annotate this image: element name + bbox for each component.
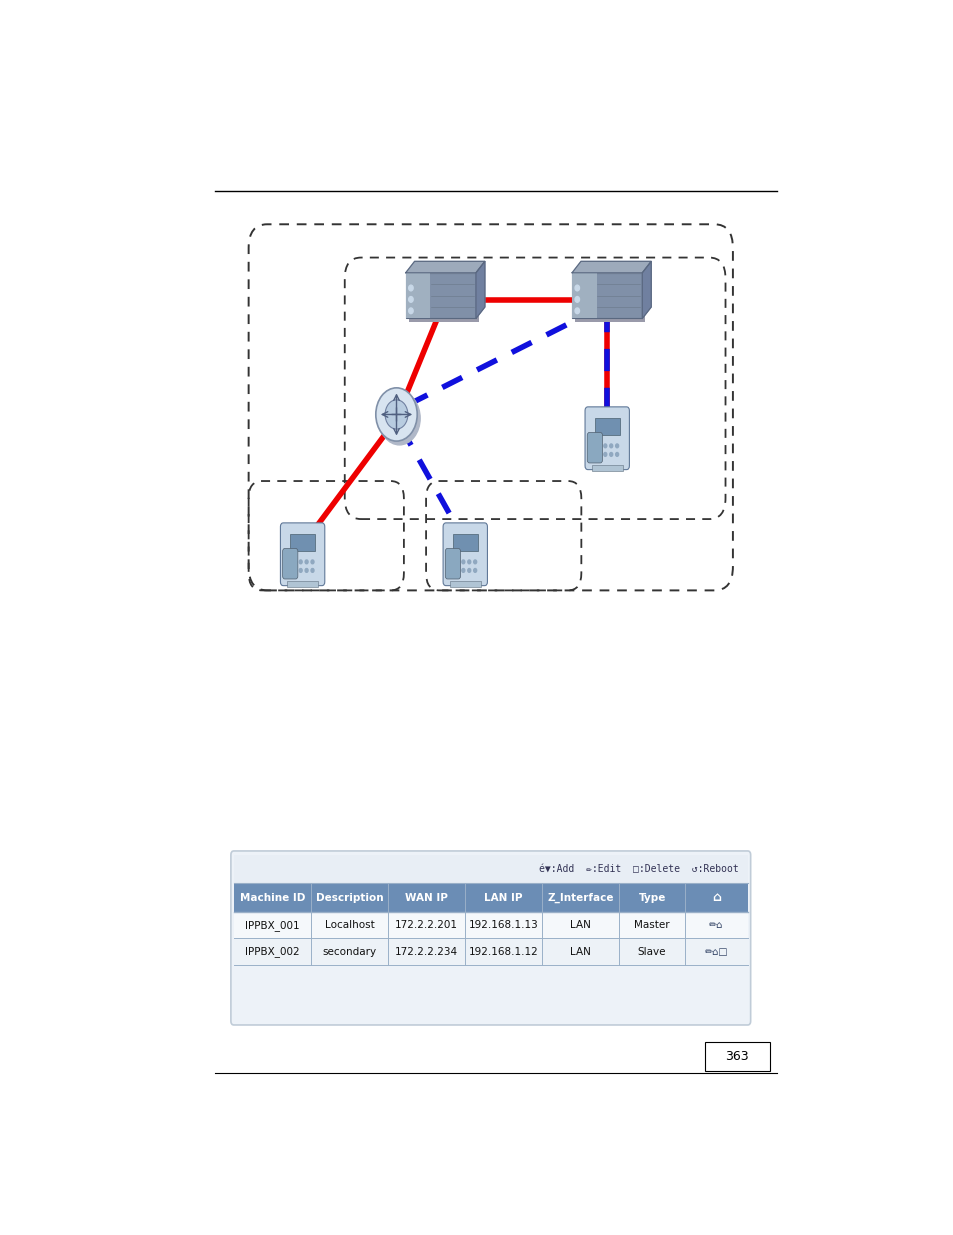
Bar [450, 580, 480, 587]
Bar [591, 464, 622, 471]
Circle shape [311, 559, 314, 563]
Bar [287, 580, 317, 587]
Text: 172.2.2.234: 172.2.2.234 [395, 947, 457, 957]
Text: IPPBX_001: IPPBX_001 [245, 920, 299, 931]
Text: IPPBX_002: IPPBX_002 [245, 946, 299, 957]
Text: 192.168.1.13: 192.168.1.13 [468, 920, 537, 930]
Circle shape [461, 568, 464, 572]
Circle shape [575, 285, 578, 291]
Bar [594, 417, 619, 436]
Bar [233, 911, 747, 939]
Circle shape [615, 452, 618, 456]
Polygon shape [405, 262, 484, 273]
Circle shape [385, 400, 408, 429]
Text: LAN IP: LAN IP [484, 893, 522, 903]
Circle shape [461, 559, 464, 563]
Circle shape [408, 308, 413, 314]
Circle shape [375, 388, 416, 441]
Text: Z_Interface: Z_Interface [547, 893, 614, 903]
Circle shape [609, 443, 612, 448]
Text: ✏⌂□: ✏⌂□ [703, 947, 727, 957]
Bar [453, 534, 477, 552]
Bar [290, 534, 314, 552]
Text: é▼:Add  ✏:Edit  □:Delete  ↺:Reboot: é▼:Add ✏:Edit □:Delete ↺:Reboot [538, 864, 738, 874]
Circle shape [609, 452, 612, 456]
FancyBboxPatch shape [280, 522, 324, 585]
Text: Master: Master [634, 920, 669, 930]
Polygon shape [641, 262, 651, 319]
Text: 172.2.2.201: 172.2.2.201 [395, 920, 457, 930]
FancyBboxPatch shape [231, 851, 750, 1025]
Circle shape [467, 568, 470, 572]
Circle shape [408, 285, 413, 291]
FancyBboxPatch shape [584, 406, 629, 469]
Text: LAN: LAN [570, 920, 591, 930]
Circle shape [305, 568, 308, 572]
Bar [704, 1042, 769, 1071]
Text: Machine ID: Machine ID [239, 893, 305, 903]
FancyBboxPatch shape [442, 522, 487, 585]
Bar [405, 273, 430, 319]
Circle shape [467, 559, 470, 563]
Circle shape [474, 559, 476, 563]
Circle shape [311, 568, 314, 572]
Circle shape [474, 568, 476, 572]
Polygon shape [476, 262, 484, 319]
Circle shape [305, 559, 308, 563]
Bar [233, 939, 747, 965]
Text: ⌂: ⌂ [711, 890, 720, 904]
Text: LAN: LAN [570, 947, 591, 957]
Circle shape [615, 443, 618, 448]
Bar [233, 855, 747, 883]
Bar [233, 883, 747, 911]
Text: Type: Type [638, 893, 665, 903]
Text: ✏⌂: ✏⌂ [708, 920, 722, 930]
Bar [575, 277, 644, 322]
Text: 363: 363 [725, 1050, 748, 1063]
Circle shape [575, 308, 578, 314]
Bar [408, 277, 478, 322]
Text: Localhost: Localhost [324, 920, 374, 930]
FancyBboxPatch shape [587, 432, 602, 463]
Bar [572, 273, 641, 319]
Circle shape [575, 296, 578, 303]
Text: WAN IP: WAN IP [405, 893, 448, 903]
Text: Description: Description [315, 893, 383, 903]
Circle shape [408, 296, 413, 303]
Text: Slave: Slave [638, 947, 665, 957]
Circle shape [378, 391, 419, 445]
Circle shape [603, 452, 606, 456]
FancyBboxPatch shape [282, 548, 297, 579]
Text: 192.168.1.12: 192.168.1.12 [468, 947, 537, 957]
Text: secondary: secondary [322, 947, 376, 957]
Polygon shape [572, 262, 651, 273]
FancyBboxPatch shape [445, 548, 460, 579]
Bar [405, 273, 476, 319]
Bar [572, 273, 596, 319]
Circle shape [603, 443, 606, 448]
Circle shape [299, 559, 302, 563]
Circle shape [299, 568, 302, 572]
